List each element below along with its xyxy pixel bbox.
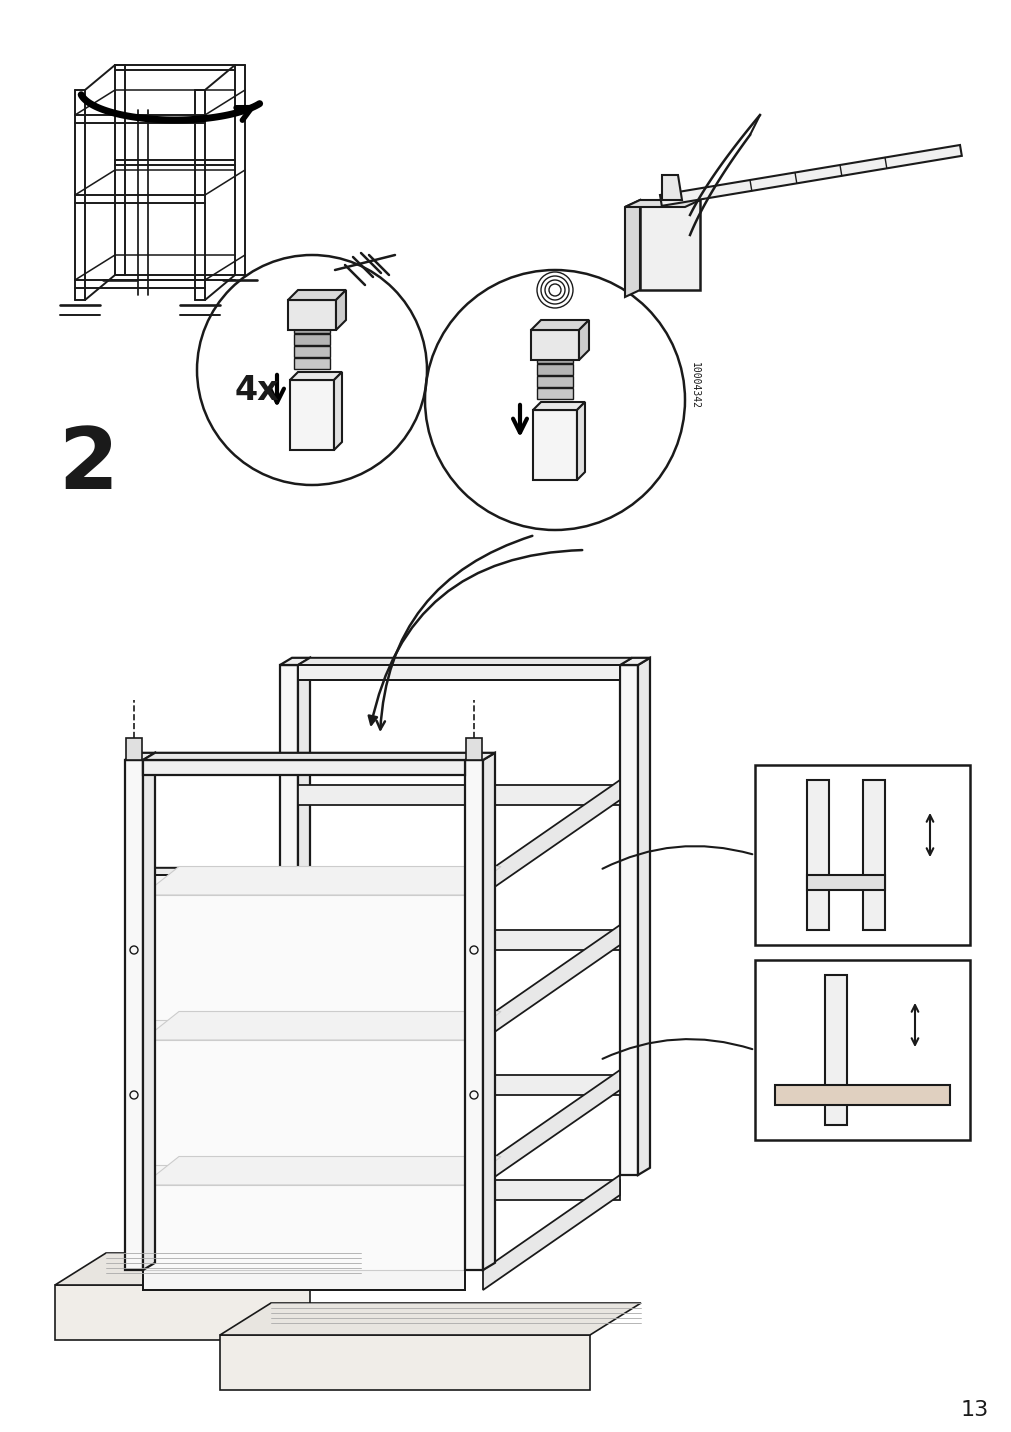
- FancyArrowPatch shape: [602, 1040, 751, 1058]
- Polygon shape: [297, 929, 620, 949]
- Polygon shape: [143, 1011, 500, 1040]
- Polygon shape: [143, 1158, 476, 1166]
- Polygon shape: [537, 352, 572, 362]
- FancyArrowPatch shape: [376, 536, 532, 729]
- Polygon shape: [482, 1070, 620, 1186]
- Polygon shape: [334, 372, 342, 450]
- Polygon shape: [537, 377, 572, 387]
- Polygon shape: [294, 347, 330, 357]
- FancyArrowPatch shape: [368, 550, 581, 725]
- Polygon shape: [143, 1157, 500, 1186]
- Polygon shape: [219, 1303, 640, 1335]
- Bar: [862, 780, 885, 929]
- Polygon shape: [143, 1012, 476, 1020]
- Polygon shape: [143, 1166, 464, 1186]
- Polygon shape: [294, 334, 330, 345]
- Text: 10004342: 10004342: [690, 361, 700, 408]
- Polygon shape: [294, 358, 330, 369]
- Polygon shape: [659, 145, 960, 206]
- Polygon shape: [125, 753, 155, 760]
- Bar: [824, 975, 846, 1126]
- Polygon shape: [143, 753, 476, 760]
- Polygon shape: [297, 657, 309, 1176]
- Polygon shape: [537, 388, 572, 400]
- FancyArrowPatch shape: [602, 846, 751, 869]
- Bar: [126, 737, 142, 760]
- Bar: [774, 1085, 949, 1106]
- Polygon shape: [55, 1285, 309, 1340]
- Polygon shape: [143, 1040, 464, 1166]
- Polygon shape: [297, 657, 632, 664]
- Text: 2: 2: [58, 424, 117, 507]
- Bar: [754, 959, 969, 1140]
- Bar: [806, 875, 885, 891]
- Polygon shape: [464, 753, 494, 760]
- Polygon shape: [290, 372, 342, 379]
- Polygon shape: [625, 200, 639, 296]
- Polygon shape: [55, 1253, 361, 1285]
- Polygon shape: [125, 760, 143, 1270]
- Polygon shape: [288, 291, 346, 299]
- Polygon shape: [576, 402, 584, 480]
- Polygon shape: [661, 175, 681, 200]
- Polygon shape: [143, 1263, 476, 1270]
- Polygon shape: [637, 657, 649, 1176]
- Bar: [754, 765, 969, 945]
- Polygon shape: [288, 299, 336, 329]
- Bar: [806, 780, 828, 929]
- Polygon shape: [620, 657, 649, 664]
- Polygon shape: [143, 1186, 464, 1270]
- Polygon shape: [639, 200, 700, 291]
- Text: 13: 13: [959, 1400, 988, 1421]
- Polygon shape: [482, 753, 494, 1270]
- Bar: [465, 737, 481, 760]
- Polygon shape: [143, 868, 476, 875]
- Polygon shape: [143, 875, 464, 895]
- Polygon shape: [482, 925, 620, 1040]
- Polygon shape: [280, 657, 309, 664]
- Polygon shape: [280, 664, 297, 1176]
- Polygon shape: [620, 664, 637, 1176]
- Polygon shape: [336, 291, 346, 329]
- Polygon shape: [290, 379, 334, 450]
- Polygon shape: [143, 866, 500, 895]
- Polygon shape: [219, 1335, 589, 1390]
- Polygon shape: [143, 895, 464, 1020]
- Polygon shape: [143, 1020, 464, 1040]
- Polygon shape: [531, 319, 588, 329]
- Polygon shape: [482, 1176, 620, 1290]
- Polygon shape: [143, 753, 155, 1270]
- Polygon shape: [143, 1270, 464, 1290]
- Polygon shape: [578, 319, 588, 359]
- Polygon shape: [531, 329, 578, 359]
- Polygon shape: [537, 339, 572, 351]
- Text: 4x: 4x: [235, 374, 279, 407]
- Polygon shape: [464, 760, 482, 1270]
- Polygon shape: [482, 780, 620, 895]
- Polygon shape: [297, 664, 620, 680]
- Polygon shape: [625, 200, 700, 208]
- Polygon shape: [294, 309, 330, 321]
- Polygon shape: [533, 402, 584, 410]
- Polygon shape: [533, 410, 576, 480]
- Polygon shape: [294, 322, 330, 334]
- Polygon shape: [297, 785, 620, 805]
- Polygon shape: [143, 760, 464, 775]
- Polygon shape: [297, 1075, 620, 1095]
- Polygon shape: [297, 1180, 620, 1200]
- Polygon shape: [537, 364, 572, 375]
